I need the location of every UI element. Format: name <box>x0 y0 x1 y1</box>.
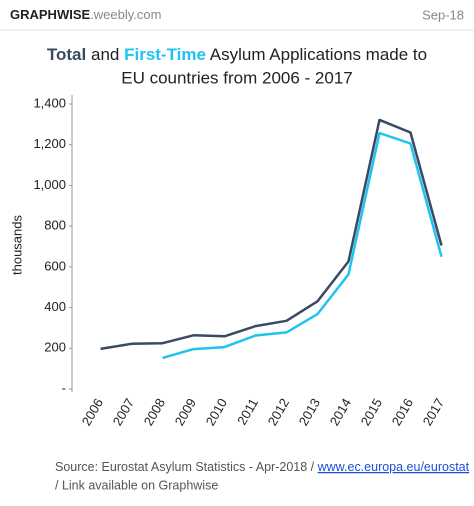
date: Sep-18 <box>422 7 464 22</box>
title-first-time: First-Time <box>124 45 206 64</box>
x-tick-label: 2009 <box>172 396 199 429</box>
source: Source: Eurostat Asylum Statistics - Apr… <box>55 460 470 474</box>
source-note: / Link available on Graphwise <box>55 478 218 492</box>
brand-line: GRAPHWISE.weebly.com <box>10 7 161 22</box>
chart-title: Total and First-Time Asylum Applications… <box>47 45 427 64</box>
title-part: Asylum Applications made to <box>210 45 427 64</box>
chart-title-line-2: EU countries from 2006 - 2017 <box>121 68 353 87</box>
x-tick-label: 2015 <box>358 396 385 429</box>
title-total: Total <box>47 45 86 64</box>
x-tick-label: 2006 <box>79 396 106 429</box>
series-line <box>100 118 443 351</box>
title-part: and <box>91 45 119 64</box>
x-tick-label: 2012 <box>265 396 292 429</box>
y-tick-label: 1,200 <box>33 136 66 151</box>
y-tick-label: 1,400 <box>33 95 66 110</box>
source-text: Source: Eurostat Asylum Statistics - Apr… <box>55 460 315 474</box>
x-tick-label: 2017 <box>420 396 447 429</box>
y-axis-label: thousands <box>9 215 24 275</box>
y-tick-label: 600 <box>44 258 66 273</box>
series-line <box>162 131 443 360</box>
y-tick-label: 400 <box>44 299 66 314</box>
source-link[interactable]: www.ec.europa.eu/eurostat <box>317 460 470 474</box>
brand-domain: .weebly.com <box>90 7 161 22</box>
x-tick-label: 2014 <box>327 396 354 429</box>
x-tick-label: 2011 <box>234 396 261 428</box>
y-tick-label: 1,000 <box>33 177 66 192</box>
x-tick-label: 2008 <box>141 396 168 429</box>
y-tick-label: 200 <box>44 340 66 355</box>
x-tick-label: 2013 <box>296 396 323 429</box>
x-tick-label: 2016 <box>389 396 416 429</box>
x-tick-label: 2007 <box>110 396 137 429</box>
y-tick-label: - <box>62 380 66 395</box>
x-tick-label: 2010 <box>203 396 230 429</box>
y-tick-label: 800 <box>44 218 66 233</box>
brand: GRAPHWISE <box>10 7 91 22</box>
